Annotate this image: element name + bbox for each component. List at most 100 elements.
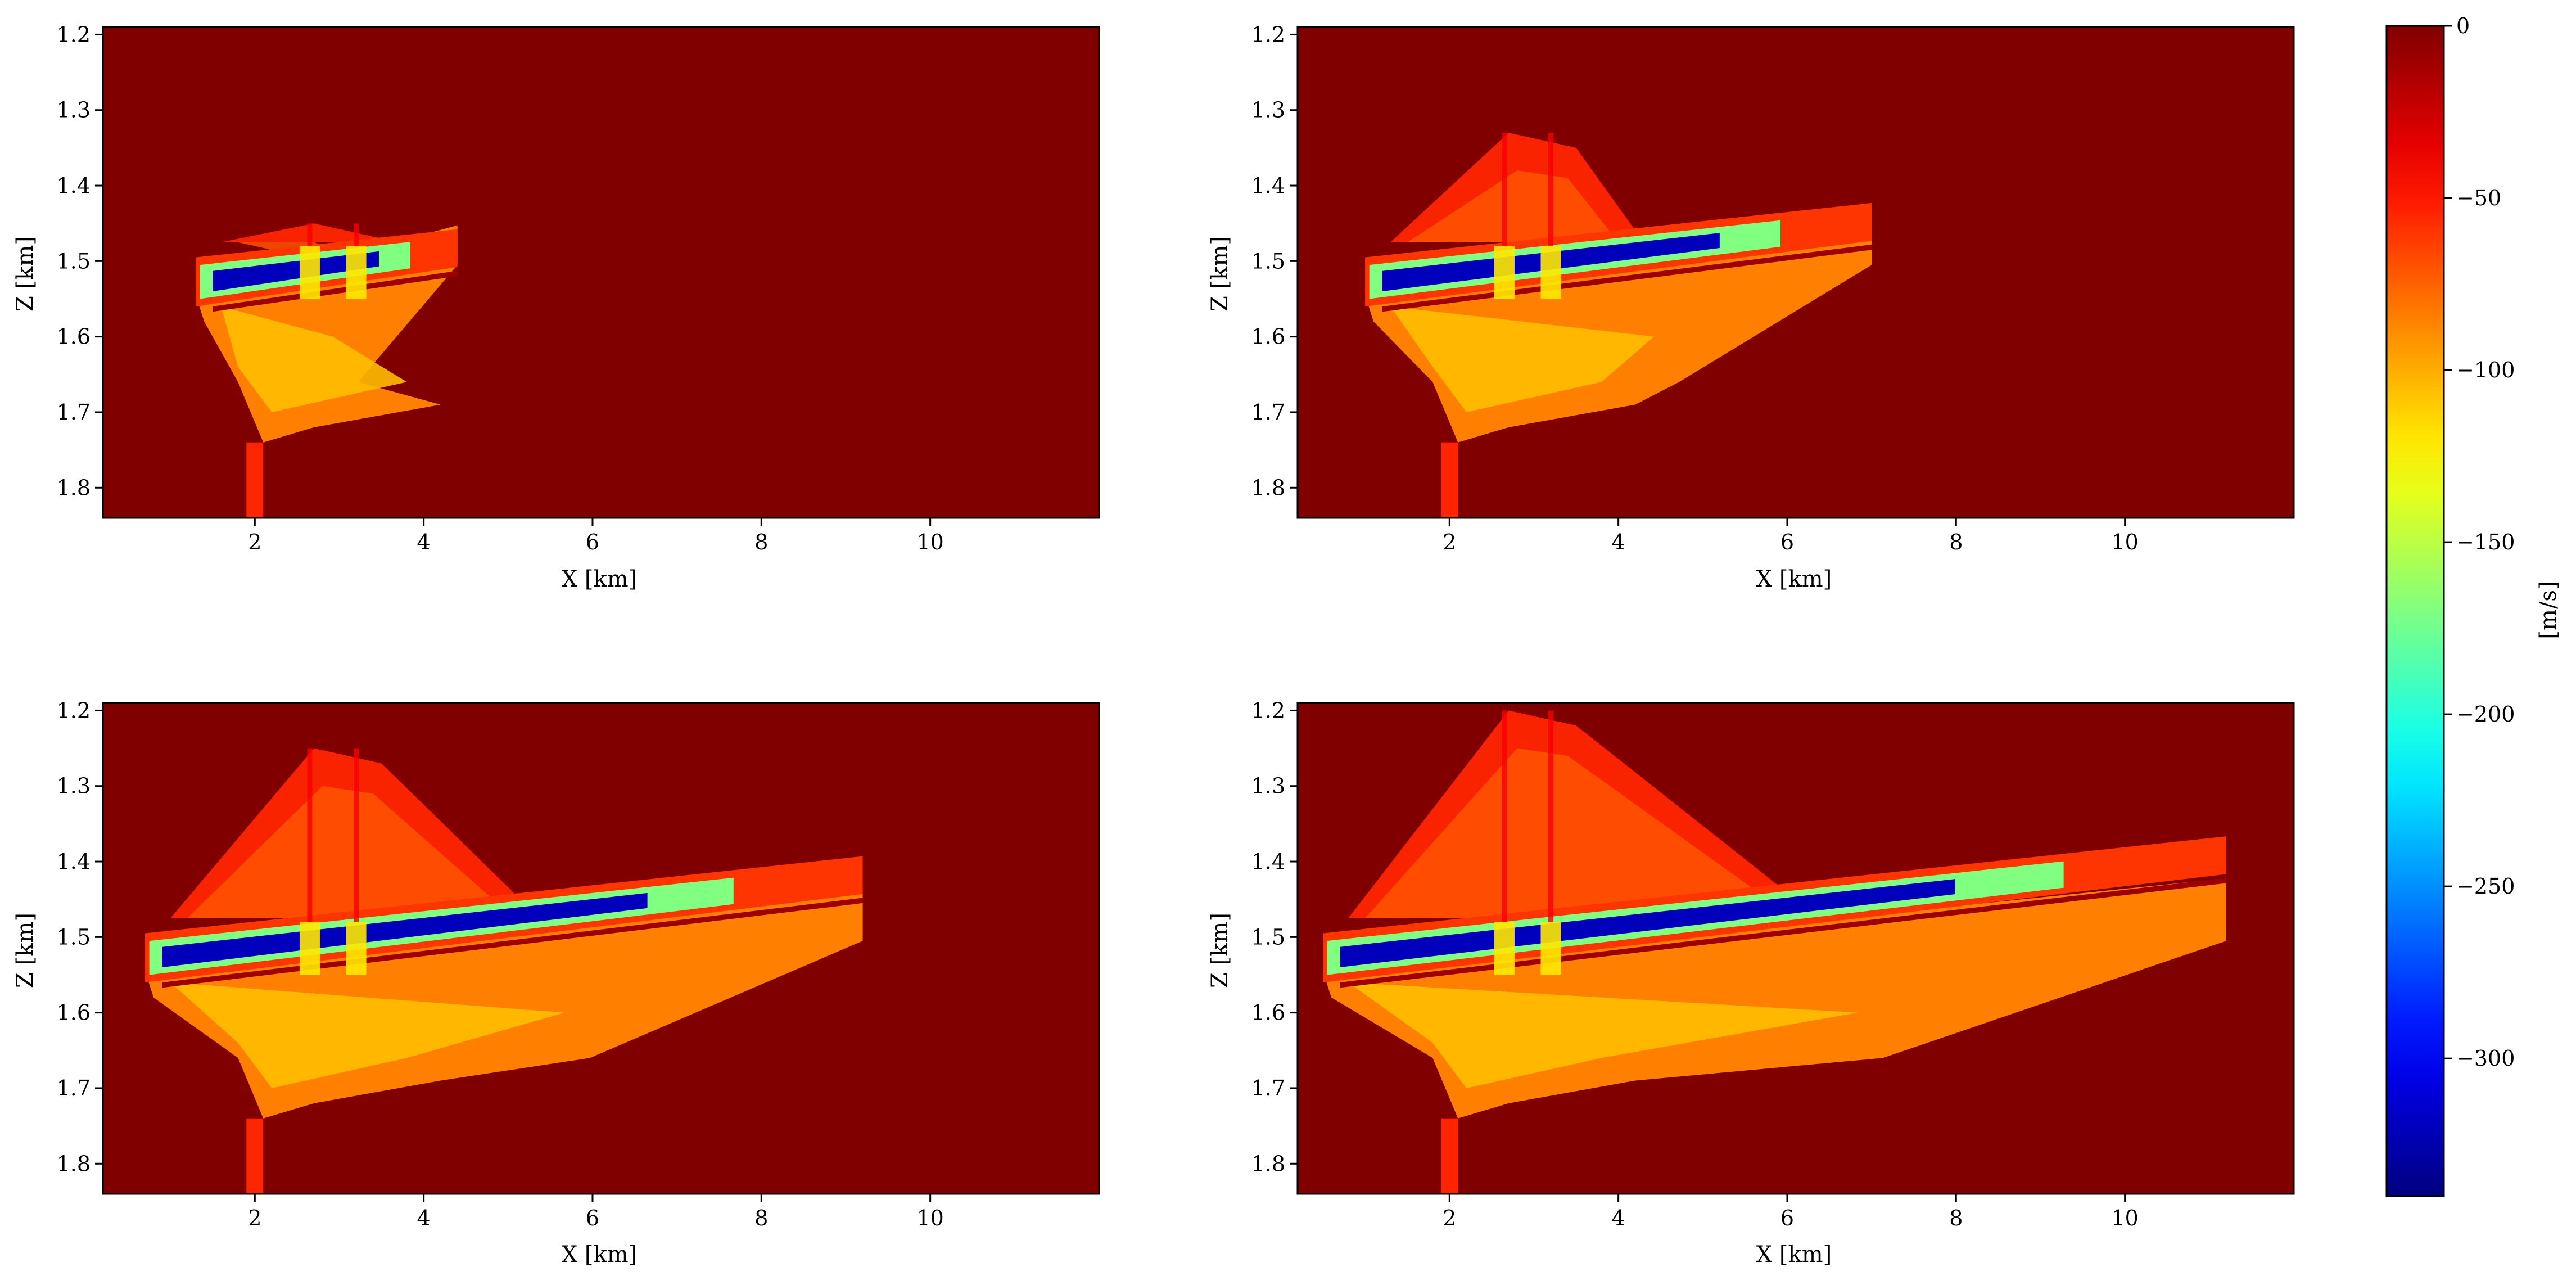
x-tick-label: 2 [1443, 530, 1456, 554]
y-tick-label: 1.2 [57, 22, 91, 47]
plume-upper-cap-core [1365, 748, 1795, 918]
x-tick-label: 8 [1949, 530, 1963, 554]
colorbar-gradient [2385, 25, 2445, 1197]
well-trace [1548, 710, 1554, 922]
x-tick-label: 6 [1780, 1206, 1794, 1230]
plume-upper-cap [221, 223, 382, 242]
plume-lower-core [221, 306, 407, 412]
ticks-bottom-left: 2 4 6 8 10 1.2 1.3 1.4 1.5 1.6 1.7 1.8 [57, 698, 1100, 1230]
y-tick-label: 1.8 [57, 475, 91, 500]
x-tick-label: 4 [417, 1206, 431, 1230]
y-tick-label: 1.7 [1251, 1076, 1285, 1101]
panel-bottom-left: 2 4 6 8 10 1.2 1.3 1.4 1.5 1.6 1.7 1.8 X [km] Z [km… [12, 698, 1100, 1268]
plume-lower-core [1348, 982, 1858, 1088]
y-tick-label: 1.3 [57, 774, 91, 799]
axes-frame [102, 26, 1100, 519]
y-tick-label: 1.8 [57, 1151, 91, 1176]
y-tick-label: 1.7 [1251, 400, 1285, 425]
y-tick-label: 1.7 [57, 1076, 91, 1101]
y-tick-label: 1.2 [57, 698, 91, 723]
y-tick-label: 1.6 [1251, 1000, 1285, 1025]
well-zone [1540, 922, 1561, 975]
well-trace [307, 748, 313, 922]
colorbar-tick-label: −250 [2456, 874, 2515, 899]
x-tick-label: 6 [1780, 530, 1794, 554]
plume-chimney [1441, 442, 1458, 518]
x-tick-label: 2 [248, 1206, 261, 1230]
plume-layer-core [213, 251, 379, 292]
ylabel-top-right: Z [km] [1207, 236, 1233, 312]
y-tick-label: 1.5 [57, 249, 91, 273]
well-zone [1540, 246, 1561, 299]
x-tick-label: 6 [586, 530, 599, 554]
ylabel-bottom-right: Z [km] [1207, 913, 1233, 988]
x-tick-label: 10 [916, 530, 943, 554]
panel-bottom-right: 2 4 6 8 10 1.2 1.3 1.4 1.5 1.6 1.7 1.8 X [km] Z [km… [1207, 698, 2295, 1268]
y-tick-label: 1.6 [1251, 324, 1285, 349]
heatmap-top-right [1298, 27, 2294, 518]
colorbar-tick-label: −200 [2456, 702, 2515, 727]
y-tick-label: 1.3 [1251, 774, 1285, 799]
ticks-top-right: 2 4 6 8 10 1.2 1.3 1.4 1.5 1.6 1.7 1.8 [1251, 22, 2295, 554]
y-tick-label: 1.6 [57, 1000, 91, 1025]
well-trace [1548, 133, 1554, 246]
ylabel-top-left: Z [km] [12, 236, 38, 312]
plume-seal-line [213, 270, 458, 312]
y-tick-label: 1.4 [1251, 849, 1285, 874]
ticks-top-left: 2 4 6 8 10 1.2 1.3 1.4 1.5 1.6 1.7 1.8 [57, 22, 1100, 554]
y-tick-label: 1.7 [57, 400, 91, 425]
well-zone [299, 922, 320, 975]
y-tick-label: 1.5 [1251, 925, 1285, 949]
xlabel-top-left: X [km] [562, 566, 638, 592]
colorbar-ticks: 0 −50 −100 −150 −200 −250 −300 [2444, 13, 2515, 1071]
x-tick-label: 10 [2111, 1206, 2138, 1230]
axes-frame [1296, 26, 2295, 519]
plume-seal-line [1340, 878, 2226, 988]
plume-layer-core [1340, 879, 1955, 968]
well-trace [354, 748, 359, 922]
plume-chimney [246, 1118, 264, 1194]
y-tick-label: 1.3 [1251, 98, 1285, 123]
well-trace [307, 223, 313, 246]
y-tick-label: 1.5 [57, 925, 91, 949]
xlabel-bottom-right: X [km] [1756, 1242, 1832, 1268]
y-tick-label: 1.4 [57, 849, 91, 874]
plume-chimney [1441, 1118, 1458, 1194]
plume-lower-core [170, 982, 565, 1088]
x-tick-label: 10 [2111, 530, 2138, 554]
colorbar-tick-label: −150 [2456, 530, 2515, 554]
x-tick-label: 8 [754, 530, 768, 554]
x-tick-label: 8 [1949, 1206, 1963, 1230]
well-zone [1494, 922, 1515, 975]
well-zone [1494, 246, 1515, 299]
x-tick-label: 4 [417, 530, 431, 554]
y-tick-label: 1.4 [57, 173, 91, 198]
y-tick-label: 1.5 [1251, 249, 1285, 273]
well-trace [1502, 710, 1507, 922]
ticks-bottom-right: 2 4 6 8 10 1.2 1.3 1.4 1.5 1.6 1.7 1.8 [1251, 698, 2295, 1230]
colorbar-tick-label: −50 [2456, 186, 2501, 210]
y-tick-label: 1.8 [1251, 1151, 1285, 1176]
heatmap-top-left [103, 27, 1099, 518]
x-tick-label: 2 [248, 530, 261, 554]
x-tick-label: 4 [1612, 530, 1625, 554]
colorbar-label: [m/s] [2536, 581, 2561, 639]
axes-frame [1296, 702, 2295, 1195]
axes-frame [102, 702, 1100, 1195]
panel-top-left: 2 4 6 8 10 1.2 1.3 1.4 1.5 1.6 1.7 1.8 X [km] Z [km… [12, 22, 1100, 592]
colorbar-tick-label: 0 [2456, 13, 2470, 38]
plume-layer-core [162, 892, 648, 968]
colorbar: 0 −50 −100 −150 −200 −250 −300 [m/s] [2385, 13, 2561, 1197]
plume-seal-line [162, 898, 863, 988]
ylabel-bottom-left: Z [km] [12, 913, 38, 988]
y-tick-label: 1.8 [1251, 475, 1285, 500]
plume-lower-core [1390, 306, 1654, 412]
well-trace [1502, 133, 1507, 246]
plume-upper-cap-core [187, 786, 515, 918]
well-zone [346, 246, 367, 299]
plume-chimney [246, 442, 264, 518]
x-tick-label: 10 [916, 1206, 943, 1230]
heatmap-bottom-right [1298, 703, 2294, 1194]
well-zone [299, 246, 320, 299]
